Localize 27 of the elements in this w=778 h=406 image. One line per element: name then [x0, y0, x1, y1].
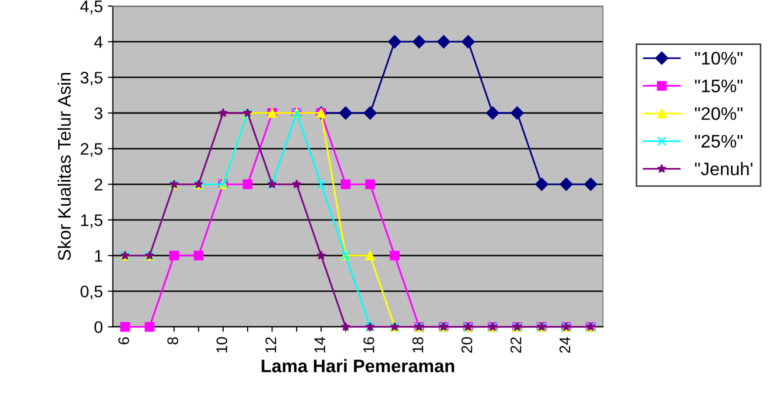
x-tick-label: 16 [363, 337, 374, 352]
x-tick-label: 10 [216, 337, 228, 352]
y-tick-label: 1,5 [81, 214, 102, 228]
y-tick-label: 4,5 [80, 0, 102, 14]
x-tick-label: 18 [412, 337, 424, 352]
y-tick-label: 3,5 [80, 72, 102, 86]
legend-label: "25%" [695, 134, 742, 148]
y-tick-label: 1 [95, 250, 102, 262]
legend-label: "15%" [695, 80, 742, 92]
x-tick-label: 6 [118, 337, 130, 344]
legend-label: "20%" [695, 107, 742, 120]
legend-label: "Jenuh' [695, 162, 752, 176]
y-tick-label: 2,5 [80, 143, 102, 157]
x-tick-label: 8 [167, 337, 178, 344]
x-tick-label: 24 [559, 337, 570, 353]
x-axis-title: Lama Hari Pemeraman [262, 359, 454, 372]
y-tick-label: 0,5 [80, 286, 102, 300]
y-tick-label: 3 [94, 107, 102, 120]
y-tick-label: 2 [94, 178, 102, 190]
x-tick-label: 22 [510, 337, 522, 353]
legend-label: "10%" [695, 52, 742, 65]
y-tick-label: 4 [94, 36, 103, 48]
x-tick-label: 12 [265, 337, 276, 352]
y-axis-title: Skor Kualitas Telur Asin [58, 72, 71, 260]
x-tick-label: 20 [461, 337, 472, 353]
y-tick-label: 0 [94, 321, 102, 334]
x-tick-label: 14 [314, 337, 326, 352]
